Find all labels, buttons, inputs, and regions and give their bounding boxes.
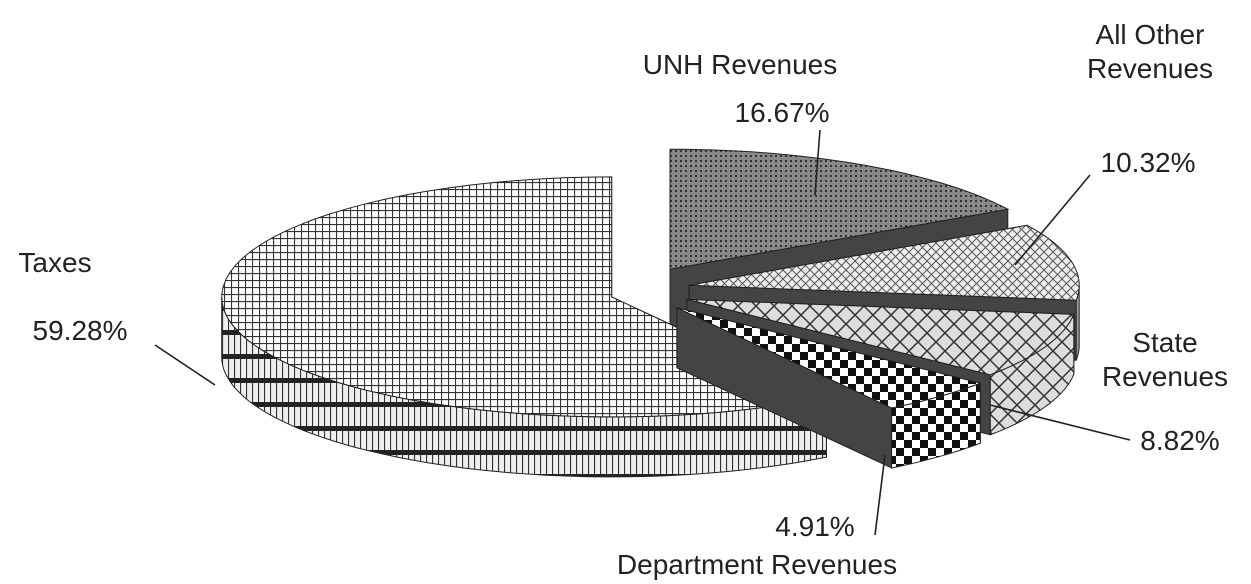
value-label: 4.91% [775, 511, 855, 542]
leader-line [154, 344, 216, 386]
value-label: 10.32% [1100, 147, 1196, 178]
leader-line [814, 129, 821, 196]
category-label: Department Revenues [616, 549, 898, 580]
category-label: All Other Revenues [1086, 19, 1214, 84]
category-label: UNH Revenues [642, 49, 838, 80]
slices [221, 148, 1080, 478]
value-label: 59.28% [32, 315, 128, 346]
leader-line [989, 404, 1131, 441]
category-label: State Revenues [1101, 327, 1229, 392]
value-label: 16.67% [734, 97, 830, 128]
leader-line [874, 454, 886, 536]
pie-slice [686, 298, 1075, 376]
pie-slice [669, 148, 1010, 270]
pie-slice [221, 176, 829, 418]
pie-slice [676, 307, 982, 409]
leader-line [1014, 174, 1091, 266]
pie-slice [689, 224, 1080, 301]
value-label: 8.82% [1140, 425, 1220, 456]
category-label: Taxes [18, 247, 92, 278]
